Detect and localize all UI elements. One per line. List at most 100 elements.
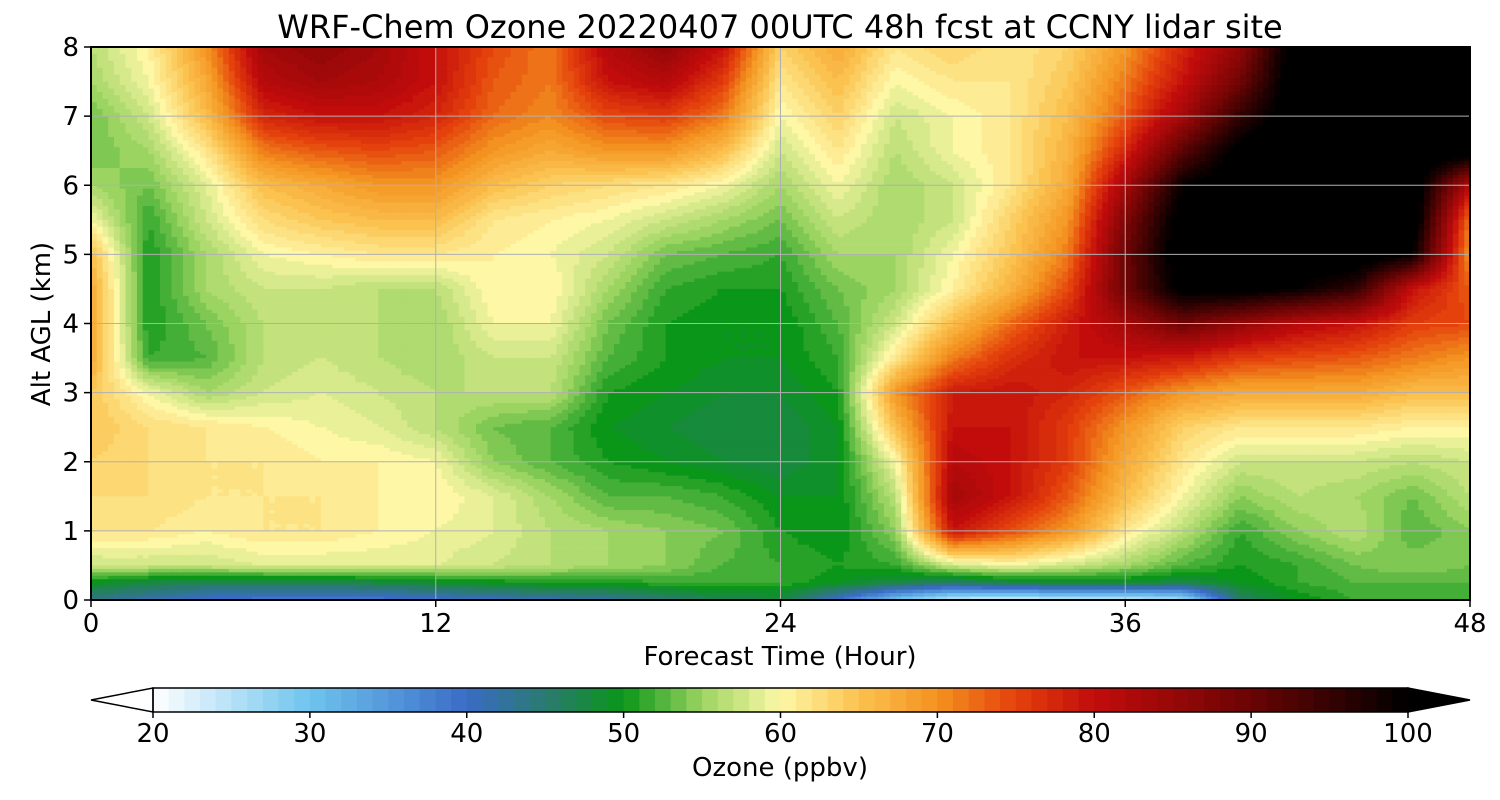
heatmap-cell (389, 60, 397, 65)
heatmap-cell (1452, 50, 1460, 55)
heatmap-cell (872, 47, 879, 52)
heatmap-cell (958, 98, 965, 103)
heatmap-cell (315, 47, 322, 52)
heatmap-cell (970, 81, 977, 86)
heatmap-cell (952, 47, 960, 52)
heatmap-cell (1136, 78, 1144, 83)
heatmap-cell (602, 64, 609, 69)
heatmap-cell (1332, 78, 1339, 83)
heatmap-cell (1217, 95, 1224, 100)
heatmap-cell (1113, 60, 1121, 65)
heatmap-cell (751, 47, 759, 52)
heatmap-cell (251, 91, 259, 96)
heatmap-cell (338, 109, 345, 114)
heatmap-cell (240, 102, 247, 107)
heatmap-cell (717, 57, 724, 62)
heatmap-cell (1085, 116, 1092, 121)
heatmap-cell (521, 78, 529, 83)
heatmap-cell (349, 105, 356, 110)
heatmap-cell (1090, 91, 1098, 96)
heatmap-cell (131, 47, 138, 52)
heatmap-cell (1004, 60, 1011, 65)
heatmap-cell (780, 95, 787, 100)
heatmap-cell (1383, 88, 1391, 93)
heatmap-cell (148, 60, 155, 65)
heatmap-cell (728, 95, 736, 100)
heatmap-cell (677, 47, 684, 52)
heatmap-cell (1085, 98, 1092, 103)
heatmap-cell (1263, 109, 1270, 114)
heatmap-cell (1383, 50, 1391, 55)
heatmap-cell (924, 98, 931, 103)
heatmap-cell (1355, 81, 1362, 86)
heatmap-cell (728, 67, 736, 72)
heatmap-cell (159, 116, 167, 121)
heatmap-cell (751, 53, 759, 58)
heatmap-cell (1326, 105, 1333, 110)
heatmap-cell (906, 50, 914, 55)
heatmap-cell (929, 64, 937, 69)
heatmap-cell (573, 91, 580, 96)
heatmap-cell (1251, 85, 1259, 90)
heatmap-cell (1326, 109, 1333, 114)
heatmap-cell (1067, 60, 1075, 65)
heatmap-cell (447, 98, 454, 103)
heatmap-cell (688, 105, 695, 110)
heatmap-cell (613, 67, 621, 72)
heatmap-cell (814, 50, 822, 55)
heatmap-cell (1021, 98, 1029, 103)
heatmap-cell (154, 116, 161, 121)
heatmap-cell (269, 78, 276, 83)
heatmap-cell (998, 64, 1006, 69)
heatmap-cell (389, 88, 397, 93)
heatmap-cell (424, 71, 431, 76)
heatmap-cell (803, 78, 810, 83)
heatmap-cell (677, 53, 684, 58)
heatmap-cell (412, 98, 420, 103)
heatmap-cell (280, 53, 287, 58)
heatmap-cell (136, 105, 144, 110)
heatmap-cell (602, 98, 609, 103)
heatmap-cell (700, 50, 707, 55)
heatmap-cell (631, 91, 638, 96)
heatmap-cell (1119, 78, 1126, 83)
heatmap-cell (96, 98, 104, 103)
heatmap-cell (1424, 57, 1431, 62)
heatmap-cell (654, 95, 661, 100)
heatmap-cell (395, 50, 402, 55)
heatmap-cell (504, 74, 512, 79)
heatmap-cell (1205, 78, 1213, 83)
heatmap-cell (596, 60, 603, 65)
heatmap-cell (1021, 53, 1029, 58)
heatmap-cell (200, 71, 207, 76)
heatmap-cell (941, 109, 948, 114)
heatmap-cell (223, 102, 230, 107)
heatmap-cell (688, 88, 695, 93)
heatmap-cell (349, 85, 356, 90)
heatmap-cell (608, 112, 615, 117)
heatmap-cell (119, 98, 127, 103)
heatmap-cell (119, 81, 127, 86)
heatmap-cell (1217, 74, 1224, 79)
heatmap-cell (1228, 91, 1236, 96)
heatmap-cell (240, 78, 247, 83)
heatmap-cell (843, 53, 851, 58)
heatmap-cell (786, 78, 793, 83)
heatmap-cell (1222, 78, 1230, 83)
heatmap-cell (119, 74, 127, 79)
heatmap-cell (1056, 81, 1063, 86)
heatmap-cell (1039, 81, 1046, 86)
heatmap-cell (1383, 105, 1391, 110)
heatmap-cell (849, 60, 856, 65)
heatmap-cell (602, 116, 609, 121)
heatmap-cell (274, 81, 282, 86)
heatmap-cell (533, 71, 540, 76)
heatmap-cell (1050, 64, 1057, 69)
heatmap-cell (1113, 71, 1121, 76)
heatmap-cell (1131, 67, 1138, 72)
heatmap-cell (315, 88, 322, 93)
heatmap-cell (125, 105, 132, 110)
heatmap-cell (625, 53, 632, 58)
heatmap-cell (550, 64, 558, 69)
heatmap-cell (740, 67, 747, 72)
